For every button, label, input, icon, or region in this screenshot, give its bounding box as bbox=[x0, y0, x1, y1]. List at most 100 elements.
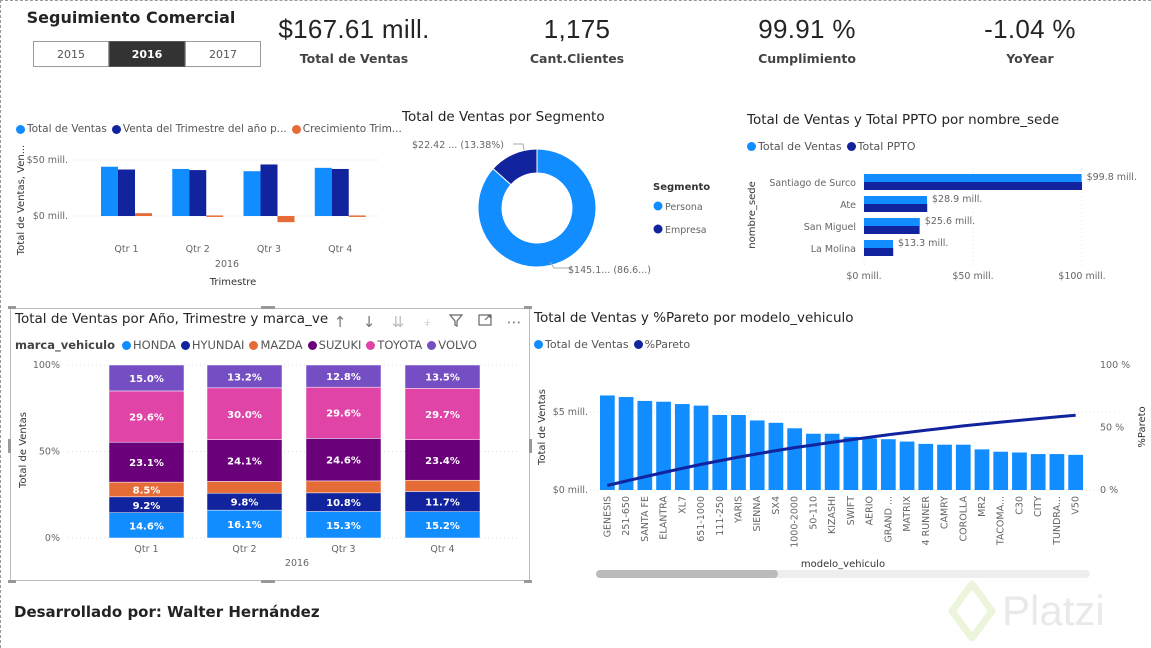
focus-mode-icon[interactable] bbox=[475, 312, 495, 332]
resize-handle[interactable] bbox=[261, 580, 275, 583]
legend-dot-icon bbox=[534, 340, 543, 349]
pareto-scrollbar-thumb[interactable] bbox=[596, 570, 778, 578]
arrow-up-icon[interactable]: ↑ bbox=[333, 313, 347, 331]
bar bbox=[331, 168, 349, 216]
bar-segment bbox=[404, 364, 481, 389]
year-2015-button[interactable]: 2015 bbox=[33, 41, 109, 67]
data-label: 24.1% bbox=[227, 457, 262, 468]
legend-dot-icon bbox=[16, 124, 25, 134]
bar bbox=[864, 174, 1082, 182]
x-axis-title: Trimestre bbox=[209, 277, 257, 288]
x-group-label: 2016 bbox=[285, 558, 309, 569]
year-2016-button[interactable]: 2016 bbox=[109, 41, 185, 67]
bar bbox=[843, 436, 859, 490]
resize-handle[interactable] bbox=[8, 439, 11, 453]
x-group-label: 2016 bbox=[215, 259, 239, 270]
legend-item[interactable]: MAZDA bbox=[249, 338, 303, 352]
bar bbox=[1012, 452, 1027, 490]
legend-dot-icon bbox=[307, 340, 317, 350]
legend-item[interactable]: %Pareto bbox=[633, 338, 690, 351]
bar-segment bbox=[305, 386, 382, 439]
legend-dot-icon bbox=[180, 340, 190, 350]
resize-handle[interactable] bbox=[524, 306, 532, 309]
x-tick-label: SWIFT bbox=[846, 496, 857, 526]
kpi-value: 1,175 bbox=[543, 14, 611, 44]
legend-item[interactable]: Total PPTO bbox=[846, 140, 915, 153]
data-label: 13.2% bbox=[227, 372, 262, 383]
legend-item[interactable]: Total de Ventas bbox=[534, 338, 629, 351]
visual-header-toolbar: ↑ ↓ ⇊ ⍖ ⋯ bbox=[330, 312, 524, 332]
resize-handle[interactable] bbox=[261, 306, 275, 309]
legend-dot-icon bbox=[249, 340, 259, 350]
data-label: 9.8% bbox=[231, 498, 259, 509]
bar-segment bbox=[108, 441, 185, 483]
bar-segment bbox=[305, 438, 382, 482]
legend-item[interactable]: VOLVO bbox=[427, 338, 477, 352]
legend-label: Total de Ventas bbox=[545, 338, 629, 351]
data-label: $28.9 mill. bbox=[932, 194, 982, 205]
leader-line bbox=[549, 261, 572, 269]
x-tick-label: MR2 bbox=[977, 496, 988, 517]
x-tick-label: Qtr 3 bbox=[257, 244, 281, 255]
legend-dot-icon bbox=[291, 124, 301, 134]
legend-item[interactable]: SUZUKI bbox=[307, 338, 361, 352]
filter-icon[interactable] bbox=[446, 312, 466, 332]
pareto-scrollbar-track[interactable] bbox=[596, 570, 1090, 578]
kpi-yoyear: -1.04 % YoYear bbox=[930, 14, 1130, 66]
y-tick-label: La Molina bbox=[811, 244, 856, 255]
x-tick-label: 4 RUNNER bbox=[921, 496, 932, 546]
legend-item[interactable]: TOYOTA bbox=[366, 338, 422, 352]
data-label: 15.3% bbox=[326, 521, 361, 532]
data-label: 29.6% bbox=[326, 409, 361, 420]
y-tick-label: 50% bbox=[39, 447, 60, 458]
double-arrow-down-icon[interactable]: ⇊ bbox=[391, 313, 405, 331]
sede-chart-title: Total de Ventas y Total PPTO por nombre_… bbox=[747, 112, 1060, 128]
bar bbox=[864, 248, 894, 256]
legend-label: Empresa bbox=[665, 225, 707, 236]
legend-title: Segmento bbox=[653, 182, 710, 193]
pareto-legend: Total de Ventas %Pareto bbox=[534, 338, 695, 351]
y2-tick-label: 100 % bbox=[1100, 360, 1130, 371]
legend-item[interactable]: Venta del Trimestre del año p... bbox=[111, 123, 287, 135]
data-label: $145.1... (86.6...) bbox=[568, 265, 651, 276]
kpi-cant-clientes: 1,175 Cant.Clientes bbox=[477, 14, 677, 66]
pareto-chart: $5 mill. $0 mill. 0 % 50 % 100 % Total de Ven… bbox=[537, 360, 1148, 570]
resize-handle[interactable] bbox=[529, 439, 532, 453]
segment-chart: $22.42 ... (13.38%) $145.1... (86.6...) Se… bbox=[412, 140, 710, 276]
bar bbox=[656, 401, 671, 490]
expand-hierarchy-icon[interactable]: ⍖ bbox=[422, 313, 432, 331]
kpi-value: 99.91 % bbox=[758, 14, 856, 44]
bar bbox=[768, 422, 784, 490]
legend-item[interactable]: HONDA bbox=[122, 338, 176, 352]
segment-chart-title: Total de Ventas por Segmento bbox=[402, 109, 605, 125]
kpi-label: YoYear bbox=[1006, 51, 1054, 66]
data-label: 29.6% bbox=[129, 413, 164, 424]
more-options-icon[interactable]: ⋯ bbox=[506, 313, 522, 331]
legend-label: HONDA bbox=[133, 338, 176, 352]
pareto-line bbox=[607, 413, 1076, 487]
arrow-down-icon[interactable]: ↓ bbox=[362, 313, 376, 331]
legend-dot-icon bbox=[653, 224, 663, 234]
year-2017-button[interactable]: 2017 bbox=[185, 41, 261, 67]
data-label: $99.8 mill. bbox=[1087, 172, 1137, 183]
brand-chart-frame[interactable] bbox=[8, 306, 532, 583]
x-tick-label: V50 bbox=[1071, 496, 1082, 515]
x-tick-label: CAMRY bbox=[940, 496, 951, 529]
legend-item[interactable]: HYUNDAI bbox=[180, 338, 244, 352]
resize-handle[interactable] bbox=[8, 306, 16, 309]
legend-label: Total de Ventas bbox=[27, 123, 107, 135]
y-axis-title: Total de Ventas bbox=[18, 412, 29, 489]
legend-item[interactable]: Total de Ventas bbox=[747, 140, 842, 153]
bar bbox=[787, 428, 803, 490]
x-tick-label: 50-110 bbox=[808, 496, 819, 530]
resize-handle[interactable] bbox=[8, 580, 16, 583]
legend-item[interactable]: Total de Ventas bbox=[16, 123, 107, 135]
resize-handle[interactable] bbox=[524, 580, 532, 583]
y-axis-title: Total de Ventas, Ven... bbox=[16, 145, 27, 256]
x-tick-label: 1000-2000 bbox=[790, 496, 801, 548]
legend-label: Venta del Trimestre del año p... bbox=[122, 123, 287, 135]
x-tick-label: CITY bbox=[1033, 496, 1044, 517]
legend-item[interactable]: Crecimiento Trim... bbox=[291, 123, 402, 135]
bar bbox=[618, 397, 634, 490]
y-tick-label: San Miguel bbox=[804, 222, 856, 233]
